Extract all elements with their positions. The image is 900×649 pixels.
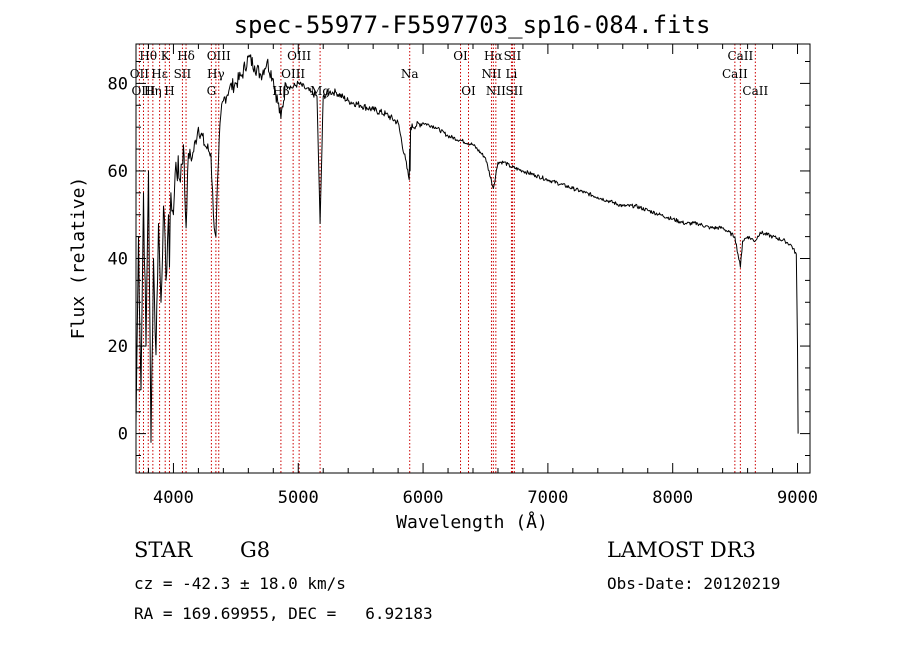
marker-label-10: Hγ (207, 67, 225, 81)
y-tick-label-2: 40 (108, 250, 128, 270)
x-tick-label-0: 4000 (153, 488, 194, 508)
x-axis-label: Wavelength (Å) (396, 511, 548, 533)
marker-label-11: G (207, 84, 217, 98)
redshift-velocity: cz = -42.3 ± 18.0 km/s (134, 574, 346, 593)
marker-label-16: Na (401, 67, 419, 81)
survey-name: LAMOST DR3 (607, 538, 756, 562)
spectral-subclass: G8 (240, 538, 271, 562)
marker-label-7: SII (174, 67, 192, 81)
marker-label-8: Hδ (177, 49, 195, 63)
marker-label-5: K (161, 49, 171, 63)
observation-date: Obs-Date: 20120219 (607, 574, 781, 593)
marker-label-12: OIII (287, 49, 311, 63)
marker-label-27: CaII (742, 84, 768, 98)
chart-title: spec-55977-F5597703_sp16-084.fits (234, 11, 711, 39)
marker-label-14: Hβ (272, 84, 289, 98)
marker-label-2: OIII (131, 84, 155, 98)
x-tick-label-5: 9000 (777, 488, 818, 508)
plot-frame (135, 43, 811, 474)
x-tick-label-1: 5000 (278, 488, 319, 508)
marker-label-21: NII (486, 84, 506, 98)
object-type: STAR (134, 538, 193, 562)
y-tick-label-1: 20 (108, 337, 128, 357)
y-tick-label-0: 0 (118, 425, 128, 445)
marker-label-17: OI (453, 49, 468, 63)
x-tick-label-4: 8000 (652, 488, 693, 508)
marker-label-23: Li (506, 67, 518, 81)
marker-label-3: Hη (144, 84, 162, 98)
marker-label-18: OI (461, 84, 476, 98)
marker-label-4: Hε (151, 67, 168, 81)
marker-label-9: OIII (207, 49, 231, 63)
y-axis-label: Flux (relative) (68, 177, 89, 340)
y-tick-label-4: 80 (108, 74, 128, 94)
spectrum-line-0 (135, 54, 799, 443)
coordinates: RA = 169.69955, DEC = 6.92183 (134, 604, 433, 623)
marker-label-13: OIII (281, 67, 305, 81)
marker-label-22: SII (504, 49, 522, 63)
marker-label-25: CaII (727, 49, 753, 63)
x-axis-ticks: 4000 5000 6000 7000 8000 9000 (147, 44, 818, 508)
marker-label-20: NII (481, 67, 501, 81)
y-tick-label-3: 60 (108, 162, 128, 182)
marker-label-26: CaII (722, 67, 748, 81)
spectrum-series (135, 54, 799, 443)
marker-label-19: Hα (484, 49, 503, 63)
marker-label-24: SII (505, 84, 523, 98)
marker-label-6: H (164, 84, 174, 98)
x-tick-label-2: 6000 (403, 488, 444, 508)
marker-label-1: OII (130, 67, 150, 81)
y-axis-ticks: 0 20 40 60 80 (108, 61, 810, 456)
x-tick-label-3: 7000 (527, 488, 568, 508)
marker-label-0: Hθ (139, 49, 157, 63)
